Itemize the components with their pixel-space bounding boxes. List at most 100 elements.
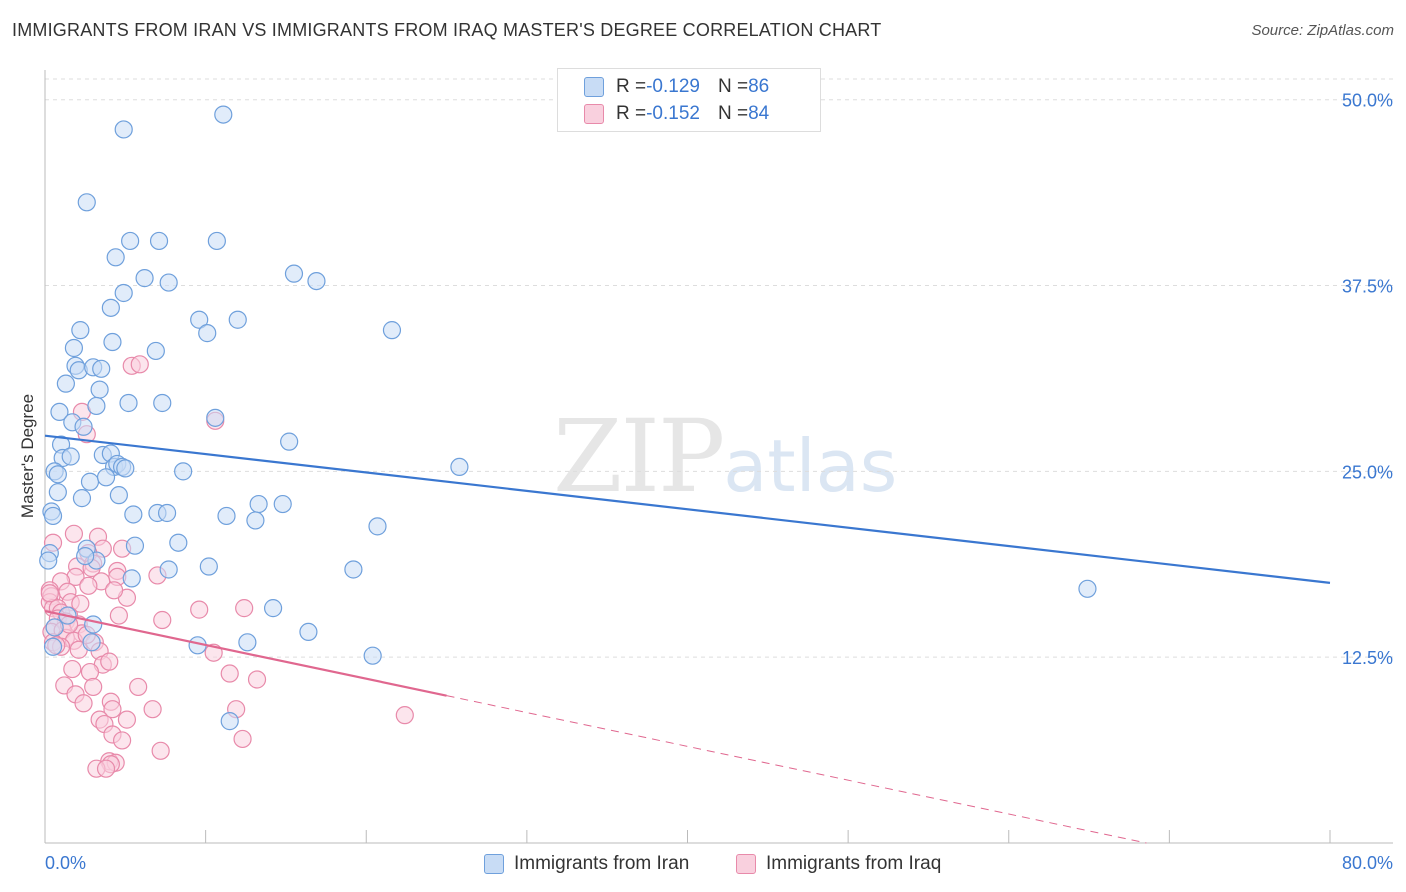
iran-point — [114, 120, 133, 139]
iran-point — [90, 380, 109, 399]
iraq-point — [233, 729, 252, 749]
iran-point — [238, 633, 257, 652]
iraq-point — [151, 741, 170, 760]
iraq-point — [190, 600, 209, 619]
iran-point — [220, 712, 239, 731]
iraq-point — [71, 594, 90, 613]
iraq-point — [153, 610, 172, 630]
iran-point — [149, 231, 169, 251]
iraq-point — [109, 606, 128, 625]
iran-point — [280, 432, 299, 451]
iran-point — [174, 462, 193, 481]
iran-point — [109, 486, 128, 505]
y-tick-label: 25.0% — [1342, 462, 1393, 482]
iran-point — [101, 298, 120, 317]
iran-point — [273, 494, 292, 514]
legend-item-iraq[interactable]: Immigrants from Iraq — [736, 852, 941, 876]
iran-point — [206, 408, 225, 427]
series-iran-points — [39, 105, 1097, 731]
iran-point — [299, 622, 318, 642]
iran-point — [124, 505, 143, 524]
iran-point — [72, 489, 92, 508]
x-tick-label-max: 80.0% — [1342, 853, 1393, 873]
trend-line-iraq-extension — [446, 695, 1147, 844]
legend-iran-n-value: 86 — [748, 76, 770, 97]
iraq-point — [63, 659, 82, 679]
iran-point — [214, 105, 233, 124]
iran-point — [39, 551, 58, 570]
iraq-point — [117, 710, 137, 729]
iraq-point — [84, 677, 103, 697]
iran-point — [121, 231, 140, 251]
iran-point — [344, 560, 363, 579]
iran-point — [228, 310, 247, 329]
iran-point — [64, 338, 84, 358]
iran-point — [368, 517, 387, 536]
iraq-point — [79, 576, 98, 595]
iran-point — [382, 321, 402, 340]
legend-label-iran: Immigrants from Iran — [514, 853, 690, 874]
iran-point — [450, 457, 469, 477]
iraq-point — [130, 355, 149, 374]
legend-swatch-iran-bottom — [484, 854, 504, 874]
iran-point — [48, 483, 67, 502]
legend-swatch-iraq-bottom — [736, 854, 756, 874]
iran-point — [50, 402, 69, 422]
iraq-point — [96, 759, 116, 778]
iraq-point — [74, 694, 93, 713]
legend-iraq-r-value: -0.152 — [646, 103, 700, 124]
y-tick-label: 12.5% — [1342, 648, 1393, 668]
iran-point — [106, 248, 125, 267]
iran-point — [249, 494, 268, 514]
legend-row-iraq: R = -0.152 N = 84 — [584, 102, 769, 126]
iran-point — [87, 396, 106, 416]
iraq-point — [112, 731, 132, 750]
iran-point — [135, 269, 154, 288]
iran-point — [122, 569, 141, 588]
iran-point — [307, 271, 326, 291]
iran-point — [80, 472, 100, 491]
iran-point — [263, 599, 283, 618]
iraq-point — [395, 706, 414, 725]
iran-point — [119, 393, 138, 413]
iraq-point — [64, 524, 84, 543]
x-tick-label-min: 0.0% — [45, 853, 86, 873]
iran-point — [190, 310, 209, 329]
iran-point — [217, 506, 236, 526]
iraq-point — [104, 581, 124, 600]
iraq-point — [129, 677, 148, 697]
iran-point — [146, 341, 165, 361]
axes — [44, 70, 1393, 844]
iran-point — [159, 273, 178, 292]
iran-point — [76, 546, 95, 566]
iran-point — [48, 465, 67, 484]
source-label: Source: ZipAtlas.com — [1251, 22, 1394, 39]
iran-point — [1078, 579, 1097, 598]
iran-point — [92, 359, 111, 378]
iraq-point — [100, 652, 119, 671]
legend-iraq-r-label: R = — [616, 103, 647, 124]
trend-line-iran — [44, 434, 1331, 584]
legend-item-iran[interactable]: Immigrants from Iran — [484, 852, 689, 876]
iraq-point — [103, 700, 122, 719]
iran-point — [207, 231, 226, 251]
watermark-zip: ZIP — [553, 398, 725, 515]
iran-point — [43, 506, 63, 526]
legend-label-iraq: Immigrants from Iraq — [766, 853, 942, 874]
iran-point — [169, 533, 188, 552]
grid-lines — [45, 78, 1393, 658]
iraq-point — [247, 670, 267, 689]
iran-point — [56, 374, 75, 393]
watermark: ZIPatlas — [553, 398, 897, 515]
iran-point — [96, 468, 116, 487]
iran-point — [77, 193, 96, 212]
tick-labels: 12.5% 25.0% 37.5% 50.0% 0.0% 80.0% — [45, 91, 1393, 873]
iraq-point — [220, 664, 239, 683]
iran-point — [45, 618, 64, 637]
legend-swatch-iraq — [584, 104, 604, 124]
iran-point — [71, 321, 90, 340]
iran-point — [157, 503, 177, 523]
iran-point — [114, 283, 133, 303]
legend-row-iran: R = -0.129 N = 86 — [584, 75, 769, 99]
